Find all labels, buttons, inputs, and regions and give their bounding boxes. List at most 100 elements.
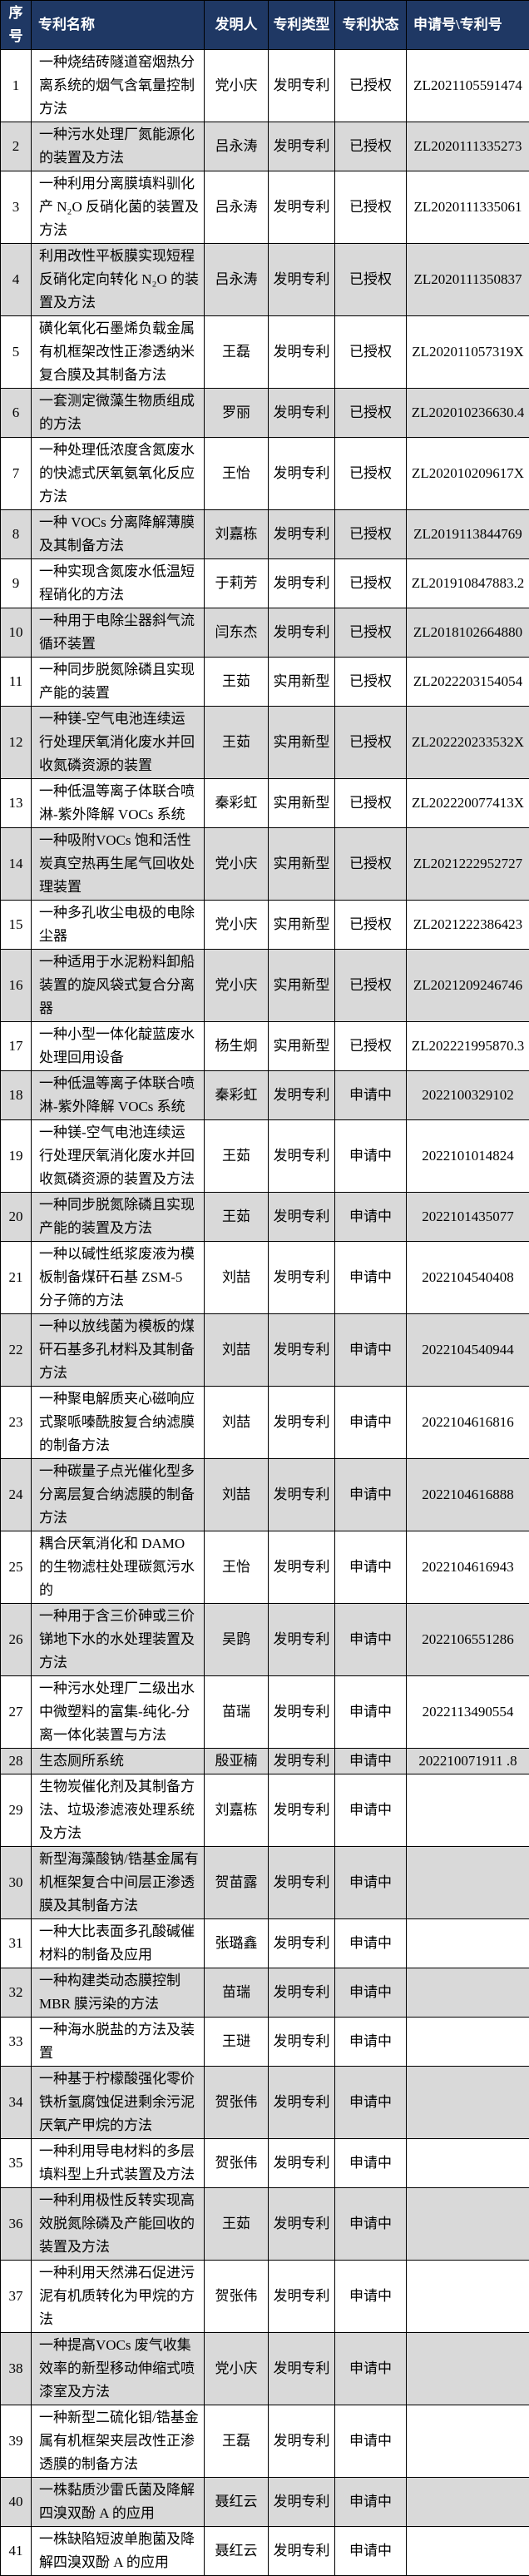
patent-type-cell: 发明专利 xyxy=(269,2478,335,2527)
patent-status-cell: 申请中 xyxy=(335,1968,407,2018)
patent-status-cell: 申请中 xyxy=(335,1242,407,1314)
patent-title-cell: 一株黏质沙雷氏菌及降解四溴双酚 A 的应用 xyxy=(32,2478,205,2527)
row-number-cell: 29 xyxy=(1,1774,32,1847)
patent-type-cell: 发明专利 xyxy=(269,510,335,559)
patent-title-cell: 一种用于电除尘器斜气流循环装置 xyxy=(32,608,205,658)
patent-type-cell: 实用新型 xyxy=(269,658,335,707)
patent-status-cell: 申请中 xyxy=(335,1459,407,1531)
patent-status-cell: 申请中 xyxy=(335,2188,407,2261)
patent-type-cell: 发明专利 xyxy=(269,1120,335,1193)
patent-type-cell: 发明专利 xyxy=(269,559,335,608)
patent-number-cell: ZL202221995870.3 xyxy=(407,1022,529,1071)
row-number-cell: 25 xyxy=(1,1531,32,1604)
patent-number-cell xyxy=(407,2405,529,2478)
inventor-cell: 张璐鑫 xyxy=(205,1919,269,1968)
patent-number-cell: ZL2020111335061 xyxy=(407,171,529,244)
patent-status-cell: 申请中 xyxy=(335,1919,407,1968)
patent-type-cell: 发明专利 xyxy=(269,438,335,510)
patent-number-cell xyxy=(407,1919,529,1968)
row-number-cell: 7 xyxy=(1,438,32,510)
patent-type-cell: 发明专利 xyxy=(269,1774,335,1847)
patent-number-cell: ZL202010209617X xyxy=(407,438,529,510)
row-number-cell: 22 xyxy=(1,1314,32,1387)
patent-title-cell: 一种镁-空气电池连续运行处理厌氧消化废水并回收氮磷资源的装置 xyxy=(32,707,205,779)
patent-title-cell: 一种烧结砖隧道窑烟热分离系统的烟气含氧量控制方法 xyxy=(32,50,205,122)
patent-status-cell: 申请中 xyxy=(335,1387,407,1459)
patent-status-cell: 申请中 xyxy=(335,1604,407,1676)
patent-type-cell: 发明专利 xyxy=(269,1387,335,1459)
inventor-cell: 刘喆 xyxy=(205,1314,269,1387)
patent-type-cell: 发明专利 xyxy=(269,2333,335,2405)
row-number-cell: 19 xyxy=(1,1120,32,1193)
patent-title-cell: 一种实现含氮废水低温短程硝化的方法 xyxy=(32,559,205,608)
patent-type-cell: 发明专利 xyxy=(269,316,335,389)
row-number-cell: 26 xyxy=(1,1604,32,1676)
patent-status-cell: 已授权 xyxy=(335,901,407,950)
patent-status-cell: 申请中 xyxy=(335,1193,407,1242)
row-number-cell: 41 xyxy=(1,2527,32,2576)
patent-status-cell: 已授权 xyxy=(335,316,407,389)
inventor-cell: 王磊 xyxy=(205,2405,269,2478)
row-number-cell: 35 xyxy=(1,2139,32,2188)
inventor-cell: 吕永涛 xyxy=(205,122,269,171)
patent-type-cell: 发明专利 xyxy=(269,171,335,244)
patent-number-cell xyxy=(407,2478,529,2527)
row-number-cell: 28 xyxy=(1,1749,32,1774)
inventor-cell: 王怡 xyxy=(205,1531,269,1604)
patent-number-cell xyxy=(407,2527,529,2576)
inventor-cell: 刘喆 xyxy=(205,1387,269,1459)
patent-title-cell: 一种污水处理厂氮能源化的装置及方法 xyxy=(32,122,205,171)
table-header: 序号专利名称发明人专利类型专利状态申请号\专利号 xyxy=(1,1,529,50)
patent-title-cell: 一种利用分离膜填料驯化产 N₂O 反硝化菌的装置及方法 xyxy=(32,171,205,244)
patent-type-cell: 发明专利 xyxy=(269,1071,335,1120)
patent-title-cell: 一种同步脱氮除磷且实现产能的装置 xyxy=(32,658,205,707)
patent-type-cell: 实用新型 xyxy=(269,707,335,779)
patent-number-cell xyxy=(407,2333,529,2405)
patent-status-cell: 申请中 xyxy=(335,1676,407,1749)
row-number-cell: 3 xyxy=(1,171,32,244)
column-header-status: 专利状态 xyxy=(335,1,407,50)
patent-title-cell: 一种利用天然沸石促进污泥有机质转化为甲烷的方法 xyxy=(32,2261,205,2333)
patent-type-cell: 发明专利 xyxy=(269,1749,335,1774)
patent-number-cell: ZL2020111335273 xyxy=(407,122,529,171)
patent-title-cell: 一种构建类动态膜控制 MBR 膜污染的方法 xyxy=(32,1968,205,2018)
inventor-cell: 贺张伟 xyxy=(205,2067,269,2139)
patent-title-cell: 生态厕所系统 xyxy=(32,1749,205,1774)
patent-type-cell: 发明专利 xyxy=(269,1531,335,1604)
patent-type-cell: 发明专利 xyxy=(269,1242,335,1314)
patent-type-cell: 发明专利 xyxy=(269,608,335,658)
inventor-cell: 秦彩虹 xyxy=(205,1071,269,1120)
patent-status-cell: 申请中 xyxy=(335,1071,407,1120)
patent-type-cell: 发明专利 xyxy=(269,1459,335,1531)
patent-title-cell: 一种基于柠檬酸强化零价铁析氢腐蚀促进剩余污泥厌氧产甲烷的方法 xyxy=(32,2067,205,2139)
patent-number-cell: ZL2021222952727 xyxy=(407,828,529,901)
patent-title-cell: 一种新型二硫化钼/锆基金属有机框架夹层改性正渗透膜的制备方法 xyxy=(32,2405,205,2478)
inventor-cell: 党小庆 xyxy=(205,50,269,122)
patent-status-cell: 已授权 xyxy=(335,171,407,244)
patent-type-cell: 实用新型 xyxy=(269,779,335,828)
inventor-cell: 王茹 xyxy=(205,2188,269,2261)
patent-title-cell: 一种小型一体化靛蓝废水处理回用设备 xyxy=(32,1022,205,1071)
patent-number-cell xyxy=(407,1968,529,2018)
patent-number-cell: 2022100329102 xyxy=(407,1071,529,1120)
patent-number-cell xyxy=(407,2261,529,2333)
patent-title-cell: 一种海水脱盐的方法及装置 xyxy=(32,2018,205,2067)
inventor-cell: 刘嘉栋 xyxy=(205,1774,269,1847)
row-number-cell: 34 xyxy=(1,2067,32,2139)
header-row: 序号专利名称发明人专利类型专利状态申请号\专利号 xyxy=(1,1,529,50)
inventor-cell: 王茹 xyxy=(205,1120,269,1193)
inventor-cell: 吕永涛 xyxy=(205,171,269,244)
inventor-cell: 杨生炯 xyxy=(205,1022,269,1071)
